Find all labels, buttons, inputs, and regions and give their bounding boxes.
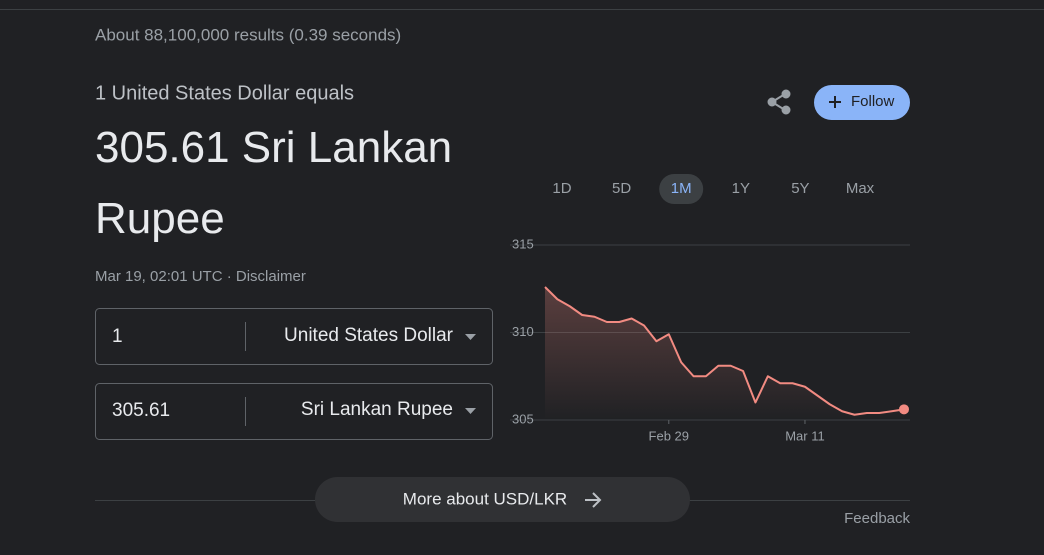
from-field[interactable]: 1 United States Dollar <box>95 308 493 365</box>
end-dot <box>899 404 909 415</box>
range-tab[interactable]: 1D <box>552 180 571 197</box>
share-icon-dot <box>781 89 791 99</box>
currency[interactable]: Sri Lankan Rupee <box>301 399 453 420</box>
equals-text: 1 United States Dollar equals <box>95 82 354 104</box>
range-tab[interactable]: 5Y <box>791 180 809 197</box>
currency[interactable]: United States Dollar <box>284 325 454 346</box>
feedback-link[interactable]: Feedback <box>844 510 910 527</box>
arrow-icon <box>585 492 602 508</box>
y-tick-label: 305 <box>512 411 534 426</box>
range-tab[interactable]: 1M <box>671 180 692 197</box>
follow-bg <box>814 85 910 120</box>
result-amount: 305.61 Sri Lankan Rupee <box>95 123 453 243</box>
amount[interactable]: 305.61 <box>112 400 170 421</box>
more-button[interactable]: More about USD/LKR <box>315 477 690 522</box>
amount[interactable]: 1 <box>112 326 123 347</box>
follow-button[interactable]: Follow <box>814 85 910 120</box>
range-tab[interactable]: 5D <box>612 180 631 197</box>
share-icon-dot <box>767 97 777 107</box>
result-stats: About 88,100,000 results (0.39 seconds) <box>95 25 401 44</box>
dropdown-arrow <box>465 408 476 414</box>
plus-icon <box>829 96 841 108</box>
dropdown-arrow <box>465 334 476 340</box>
area <box>545 287 904 420</box>
timestamp[interactable]: Mar 19, 02:01 UTC · Disclaimer <box>95 268 306 285</box>
more-label[interactable]: More about USD/LKR <box>403 489 567 508</box>
range-tab[interactable]: Max <box>846 180 875 197</box>
y-tick-label: 310 <box>512 324 534 339</box>
line <box>544 286 905 416</box>
share-icon-dot <box>781 105 791 115</box>
to-field[interactable]: 305.61 Sri Lankan Rupee <box>95 383 493 440</box>
input-box <box>95 383 493 440</box>
y-tick-label: 315 <box>512 236 534 251</box>
share-button[interactable] <box>767 89 791 115</box>
input-box <box>95 308 493 365</box>
range-tab-selected-bg <box>659 174 704 204</box>
range-tab[interactable]: 1Y <box>732 180 750 197</box>
more-bg <box>315 477 690 522</box>
follow-label[interactable]: Follow <box>851 93 895 110</box>
x-tick-label: Mar 11 <box>785 428 825 443</box>
x-tick-label: Feb 29 <box>649 428 689 443</box>
